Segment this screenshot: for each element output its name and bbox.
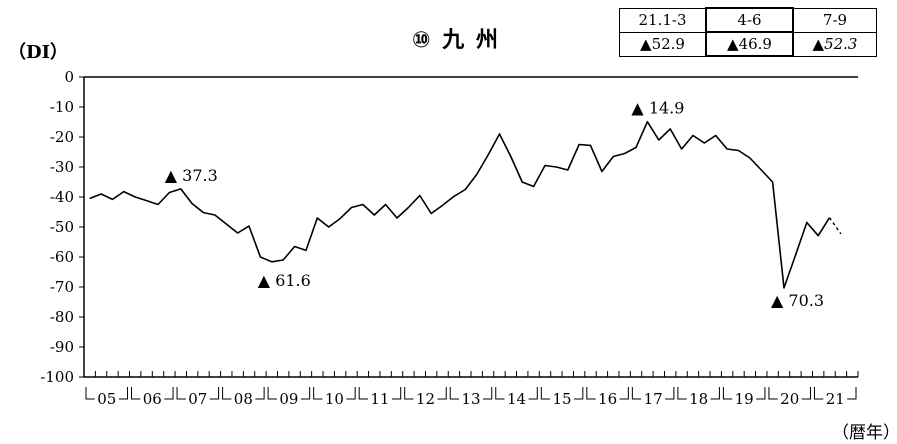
summary-value-q3-forecast: ▲52.3 — [792, 31, 877, 57]
x-year-label: 07 — [188, 390, 207, 408]
year-bracket-left — [313, 387, 323, 400]
year-bracket-left — [85, 387, 95, 400]
year-bracket-right — [437, 387, 447, 400]
summary-header-q3: 7-9 — [792, 7, 877, 33]
year-bracket-left — [540, 387, 551, 400]
y-tick-label: 0 — [64, 68, 74, 86]
x-year-label: 13 — [461, 390, 480, 408]
summary-value-q1: ▲52.9 — [619, 31, 707, 57]
x-year-label: 05 — [97, 390, 116, 408]
y-tick-label: -70 — [50, 278, 74, 296]
y-tick-label: -50 — [50, 218, 74, 236]
summary-header-row: 21.1-3 4-6 7-9 — [619, 7, 877, 33]
summary-value-q2: ▲46.9 — [705, 31, 794, 57]
x-year-label: 17 — [644, 390, 663, 408]
y-axis-unit-label: （DI） — [8, 42, 69, 63]
year-bracket-right — [300, 387, 311, 400]
year-bracket-right — [710, 387, 720, 400]
x-year-label: 19 — [735, 390, 754, 408]
x-year-label: 20 — [780, 390, 799, 408]
year-bracket-right — [255, 387, 265, 400]
y-tick-label: -80 — [50, 308, 74, 326]
x-year-label: 14 — [507, 390, 526, 408]
year-bracket-right — [391, 387, 402, 400]
year-bracket-right — [483, 387, 493, 400]
year-bracket-right — [164, 387, 174, 400]
year-bracket-left — [722, 387, 733, 400]
x-year-label: 15 — [553, 390, 572, 408]
data-annotation-label: ▲ 61.6 — [258, 271, 311, 290]
x-year-label: 06 — [143, 390, 162, 408]
chart-title: ⑩ 九 州 — [412, 28, 500, 53]
year-bracket-right — [801, 387, 811, 400]
year-bracket-right — [118, 387, 129, 400]
x-year-label: 08 — [234, 390, 253, 408]
year-bracket-left — [495, 387, 505, 400]
y-tick-label: -30 — [50, 158, 74, 176]
summary-header-q1: 21.1-3 — [619, 7, 707, 33]
x-year-label: 10 — [325, 390, 344, 408]
year-bracket-right — [346, 387, 356, 400]
y-tick-label: -20 — [50, 128, 74, 146]
year-bracket-right — [528, 387, 538, 400]
x-year-label: 12 — [416, 390, 435, 408]
year-bracket-left — [449, 387, 459, 400]
year-bracket-left — [267, 387, 277, 400]
summary-value-row: ▲52.9 ▲46.9 ▲52.3 — [619, 31, 877, 57]
data-annotation-label: ▲ 37.3 — [165, 166, 218, 185]
year-bracket-right — [574, 387, 584, 400]
year-bracket-right — [619, 387, 629, 400]
year-bracket-left — [586, 387, 596, 400]
y-tick-label: -100 — [40, 368, 74, 386]
y-tick-label: -10 — [50, 98, 74, 116]
year-bracket-left — [404, 387, 414, 400]
x-year-label: 09 — [279, 390, 298, 408]
data-annotation-label: ▲ 70.3 — [771, 291, 824, 310]
data-annotation-label: ▲ 14.9 — [631, 99, 684, 118]
quarterly-summary-table: 21.1-3 4-6 7-9 ▲52.9 ▲46.9 ▲52.3 — [619, 7, 877, 57]
forecast-segment — [828, 217, 842, 235]
year-bracket-left — [131, 387, 141, 400]
year-bracket-left — [176, 387, 186, 400]
x-year-label: 11 — [370, 390, 389, 408]
y-tick-label: -90 — [50, 338, 74, 356]
y-tick-label: -60 — [50, 248, 74, 266]
x-axis-unit-label: （暦年） — [832, 423, 897, 443]
summary-header-q2: 4-6 — [705, 7, 794, 33]
y-tick-label: -40 — [50, 188, 74, 206]
year-bracket-right — [665, 387, 675, 400]
year-bracket-right — [756, 387, 766, 400]
di-series-line — [89, 120, 831, 289]
year-bracket-left — [358, 387, 368, 400]
year-bracket-left — [813, 387, 824, 400]
year-bracket-right — [209, 387, 220, 400]
year-bracket-left — [222, 387, 232, 400]
year-bracket-left — [677, 387, 687, 400]
x-year-label: 16 — [598, 390, 617, 408]
year-bracket-left — [631, 387, 642, 400]
year-bracket-left — [768, 387, 778, 400]
x-year-label: 18 — [689, 390, 708, 408]
year-bracket-right — [847, 387, 857, 400]
x-year-label: 21 — [826, 390, 845, 408]
